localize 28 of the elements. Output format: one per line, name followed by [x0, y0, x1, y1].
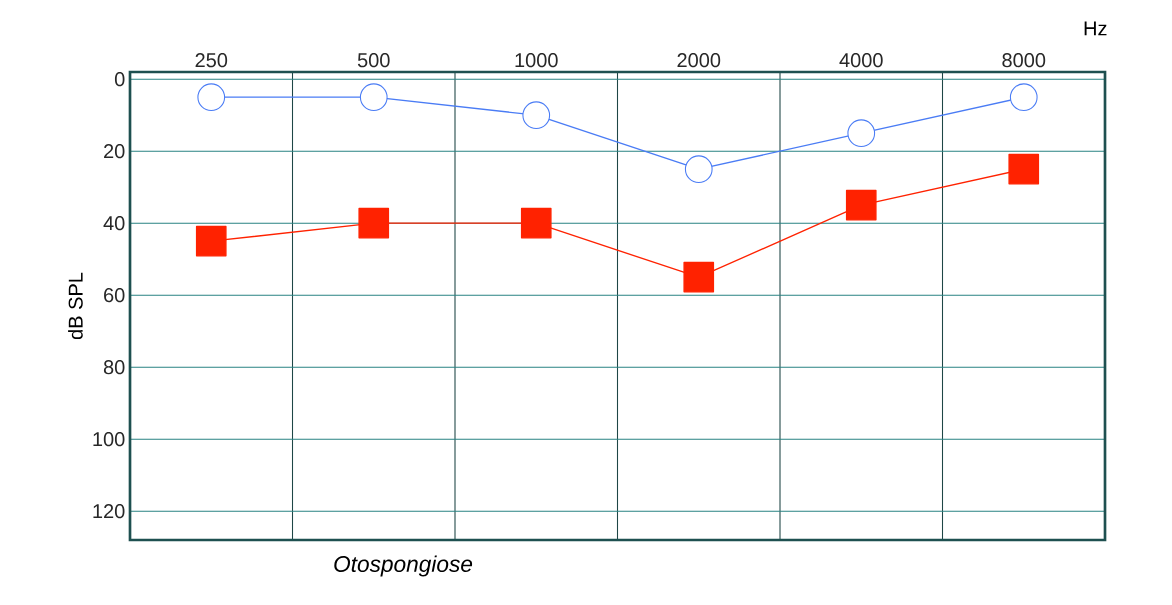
point [522, 101, 551, 130]
point [683, 261, 715, 293]
point [197, 83, 226, 112]
text: Otospongiose [334, 555, 473, 577]
x-tick-label: 500 [357, 53, 390, 68]
point [847, 119, 876, 148]
x-tick-label: 8000 [1002, 53, 1046, 68]
y-tick-label: 40 [103, 216, 125, 231]
y-tick-label: 80 [103, 360, 125, 375]
x-tick-label: 250 [195, 53, 228, 68]
y-tick-label: 0 [114, 72, 125, 87]
y-tick-label: 20 [104, 144, 125, 159]
x-tick-label: 1000 [515, 53, 558, 68]
point [684, 155, 713, 184]
point [1008, 153, 1040, 185]
y-tick-label: 100 [93, 432, 125, 447]
point [520, 207, 552, 239]
point [195, 225, 227, 257]
point [845, 189, 877, 221]
point [359, 83, 388, 112]
point [358, 207, 390, 239]
point [1009, 83, 1038, 112]
x-tick-label: 4000 [839, 53, 883, 68]
x-axis-title: Hz [1084, 21, 1107, 36]
y-tick-label: 60 [104, 288, 125, 303]
x-tick-label: 2000 [677, 53, 721, 68]
y-tick-label: 120 [93, 504, 125, 519]
y-axis-title: dB SPL [68, 272, 83, 340]
